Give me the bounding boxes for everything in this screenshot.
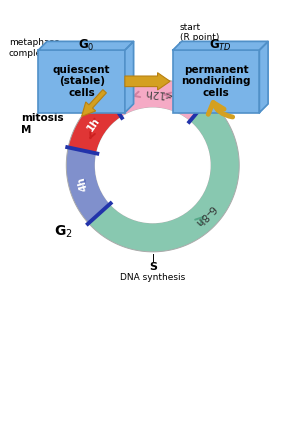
Text: mitosis
M: mitosis M (21, 113, 64, 135)
Text: permanent
nondividing
cells: permanent nondividing cells (181, 65, 251, 98)
Polygon shape (39, 42, 133, 50)
Text: metaphase
completion: metaphase completion (9, 39, 60, 58)
Circle shape (96, 108, 210, 223)
Text: 4h: 4h (76, 176, 90, 193)
Polygon shape (106, 79, 208, 121)
Text: start
(R point): start (R point) (180, 23, 219, 43)
FancyArrow shape (82, 90, 106, 116)
FancyArrow shape (125, 73, 170, 90)
Text: 1h: 1h (85, 116, 102, 134)
Text: G$_0$: G$_0$ (78, 38, 94, 53)
Polygon shape (66, 147, 110, 223)
Polygon shape (68, 93, 121, 153)
Polygon shape (88, 99, 239, 252)
Text: G$_{TD}$: G$_{TD}$ (209, 38, 232, 53)
Bar (173, 50, 259, 112)
Polygon shape (259, 42, 268, 112)
Text: G$_1$: G$_1$ (218, 84, 237, 100)
Text: G$_2$: G$_2$ (54, 224, 73, 241)
FancyArrowPatch shape (208, 103, 233, 117)
Text: 6–8h: 6–8h (192, 203, 217, 228)
Polygon shape (173, 42, 268, 50)
Text: S: S (149, 263, 157, 272)
Bar (39, 50, 125, 112)
Polygon shape (125, 42, 133, 112)
Text: DNA synthesis: DNA synthesis (120, 273, 186, 282)
Text: <12h: <12h (143, 88, 172, 99)
Text: quiescent
(stable)
cells: quiescent (stable) cells (53, 65, 111, 98)
